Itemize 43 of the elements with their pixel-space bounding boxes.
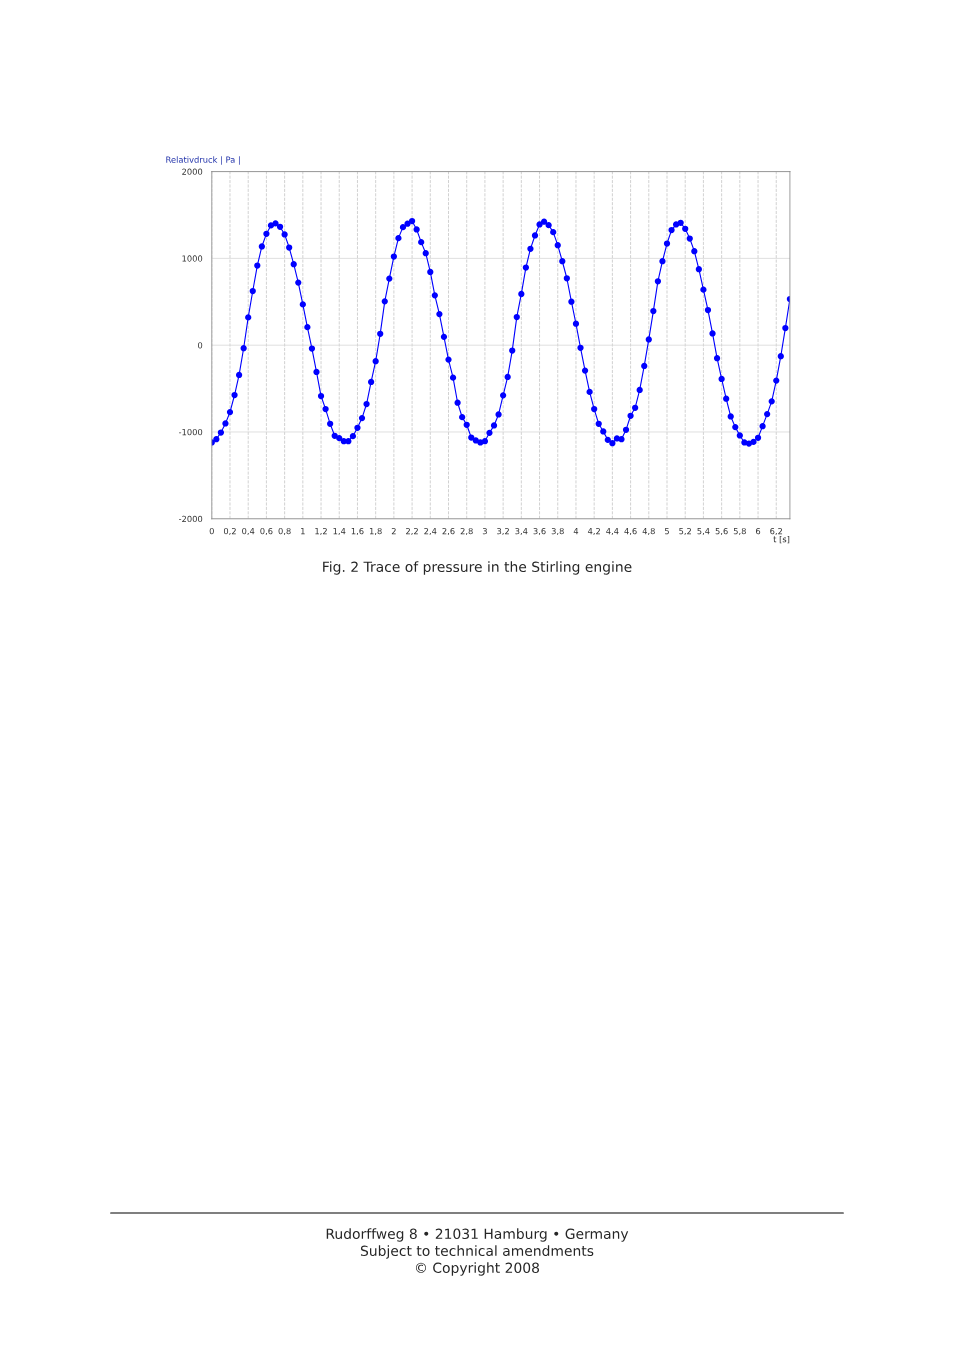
- x-tick-label: 4,4: [606, 528, 619, 536]
- x-tick-label: 5: [665, 528, 669, 535]
- x-tick-label: 0,6: [260, 527, 273, 536]
- x-tick-label: 5,6: [715, 527, 728, 536]
- x-tick-label: 2,6: [442, 527, 455, 536]
- x-tick-label: 4,6: [624, 527, 637, 536]
- y-tick-label: -1000: [178, 428, 203, 436]
- x-tick-label: 0,2: [223, 527, 236, 536]
- x-tick-label: 2,2: [406, 527, 418, 536]
- x-tick-label: 0,4: [242, 527, 255, 536]
- text: Rudorffweg 8 • 21031 Hamburg • Germany: [326, 1228, 629, 1242]
- x-tick-label: 3,2: [497, 527, 509, 536]
- x-tick-label: 1,4: [333, 528, 346, 536]
- x-tick-label: 3,4: [515, 527, 528, 536]
- y-tick-label: 0: [198, 342, 203, 349]
- x-tick-label: 5,4: [697, 528, 710, 536]
- x-tick-label: 1,2: [315, 527, 327, 536]
- x-tick-label: 4: [573, 528, 579, 535]
- x-tick-label: 1,6: [351, 527, 364, 536]
- x-tick-label: 0: [209, 527, 214, 535]
- x-tick-label: 1: [301, 528, 305, 535]
- x-tick-label: 3,8: [551, 527, 564, 536]
- y-tick-label: -2000: [178, 515, 203, 523]
- y-axis-title: Relativdruck | Pa |: [166, 156, 240, 165]
- x-tick-label: 2,8: [460, 527, 473, 536]
- x-tick-label: 5,8: [733, 527, 746, 536]
- x-tick-label: 2,4: [424, 527, 437, 536]
- x-axis-title: t [s]: [773, 535, 790, 544]
- x-tick-label: 3,6: [533, 527, 546, 536]
- x-tick-label: 1,8: [369, 527, 382, 536]
- x-tick-label: 4,8: [642, 527, 655, 536]
- text: Subject to technical amendments: [360, 1245, 594, 1259]
- x-tick-label: 3: [482, 527, 487, 535]
- x-tick-label: 6: [755, 527, 761, 535]
- x-tick-label: 5,2: [679, 527, 691, 536]
- y-tick-label: 2000: [182, 168, 203, 175]
- x-tick-label: 6,2: [770, 527, 783, 536]
- x-tick-label: 2: [391, 527, 396, 535]
- y-tick-label: 1000: [182, 255, 203, 262]
- x-tick-label: 0,8: [278, 527, 291, 536]
- text: © Copyright 2008: [415, 1262, 540, 1276]
- caption: Fig. 2 Trace of pressure in the Stirling engine: [323, 561, 632, 575]
- x-tick-label: 4,2: [587, 527, 600, 536]
